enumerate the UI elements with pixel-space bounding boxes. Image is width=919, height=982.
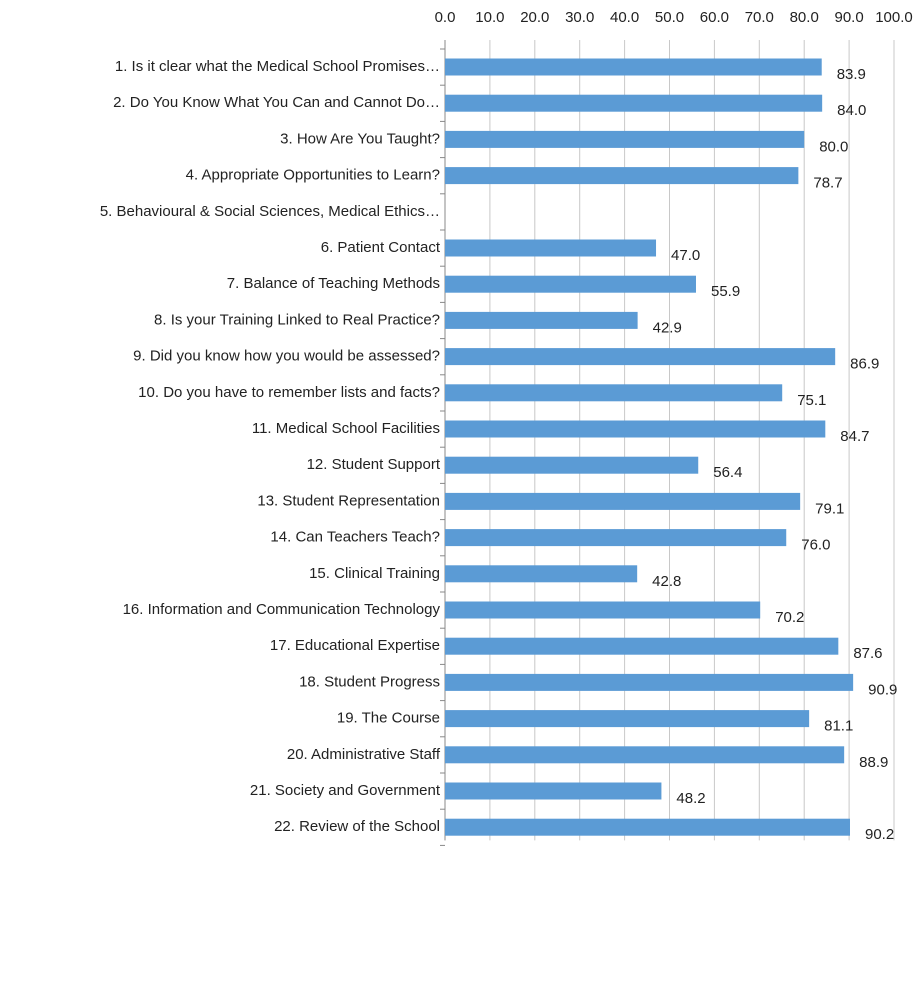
y-tick-label: 1. Is it clear what the Medical School P… [115,58,440,75]
bar [445,673,854,691]
bar [445,275,696,293]
y-tick-label: 11. Medical School Facilities [252,420,440,437]
value-label: 90.9 [868,681,897,698]
x-tick-label: 80.0 [790,9,819,26]
x-tick-label: 0.0 [435,9,456,26]
bar [445,58,822,76]
bar [445,167,799,185]
y-tick-label: 16. Information and Communication Techno… [123,601,441,618]
bar [445,818,850,836]
bar [445,311,638,329]
x-tick-label: 90.0 [834,9,863,26]
x-tick-label: 30.0 [565,9,594,26]
bar [445,746,845,764]
y-tick-label: 13. Student Representation [257,492,440,509]
value-label: 70.2 [775,609,804,626]
y-tick-label: 18. Student Progress [299,673,440,690]
y-tick-label: 14. Can Teachers Teach? [270,529,440,546]
y-tick-label: 5. Behavioural & Social Sciences, Medica… [100,203,440,220]
x-tick-label: 20.0 [520,9,549,26]
value-label: 81.1 [824,718,853,735]
x-tick-label: 50.0 [655,9,684,26]
value-label: 48.2 [676,790,705,807]
value-label: 47.0 [671,247,700,264]
bar [445,710,810,728]
value-label: 88.9 [859,754,888,771]
y-tick-label: 20. Administrative Staff [287,746,441,763]
x-tick-label: 100.0 [875,9,913,26]
y-tick-label: 21. Society and Government [250,782,441,799]
x-tick-label: 60.0 [700,9,729,26]
value-label: 83.9 [837,66,866,83]
y-tick-label: 8. Is your Training Linked to Real Pract… [154,311,440,328]
x-tick-label: 10.0 [475,9,504,26]
value-label: 76.0 [801,537,830,554]
y-tick-label: 17. Educational Expertise [270,637,440,654]
y-tick-label: 15. Clinical Training [309,565,440,582]
y-tick-label: 2. Do You Know What You Can and Cannot D… [113,94,440,111]
y-tick-label: 7. Balance of Teaching Methods [227,275,440,292]
bar [445,637,839,655]
bar [445,565,638,583]
bar [445,130,805,148]
value-label: 84.0 [837,102,866,119]
bar [445,492,801,510]
y-tick-label: 6. Patient Contact [321,239,441,256]
value-label: 56.4 [713,464,742,481]
bar [445,782,662,800]
value-label: 78.7 [813,175,842,192]
bar [445,384,783,402]
y-tick-label: 4. Appropriate Opportunities to Learn? [186,167,440,184]
y-tick-label: 3. How Are You Taught? [280,130,440,147]
y-tick-label: 10. Do you have to remember lists and fa… [138,384,440,401]
value-label: 80.0 [819,138,848,155]
y-tick-label: 9. Did you know how you would be assesse… [133,348,440,365]
x-tick-label: 40.0 [610,9,639,26]
y-tick-label: 12. Student Support [307,456,441,473]
value-label: 90.2 [865,826,894,843]
value-label: 79.1 [815,500,844,517]
value-label: 42.8 [652,573,681,590]
bar [445,601,761,619]
value-label: 86.9 [850,356,879,373]
x-tick-label: 70.0 [745,9,774,26]
bar [445,94,823,112]
y-tick-label: 22. Review of the School [274,818,440,835]
value-label: 84.7 [840,428,869,445]
value-label: 42.9 [653,319,682,336]
bar [445,529,787,547]
value-label: 75.1 [797,392,826,409]
bar [445,456,699,474]
bar [445,239,657,257]
bar [445,348,836,366]
bar [445,420,826,438]
value-label: 55.9 [711,283,740,300]
value-label: 87.6 [853,645,882,662]
y-tick-label: 19. The Course [337,710,440,727]
